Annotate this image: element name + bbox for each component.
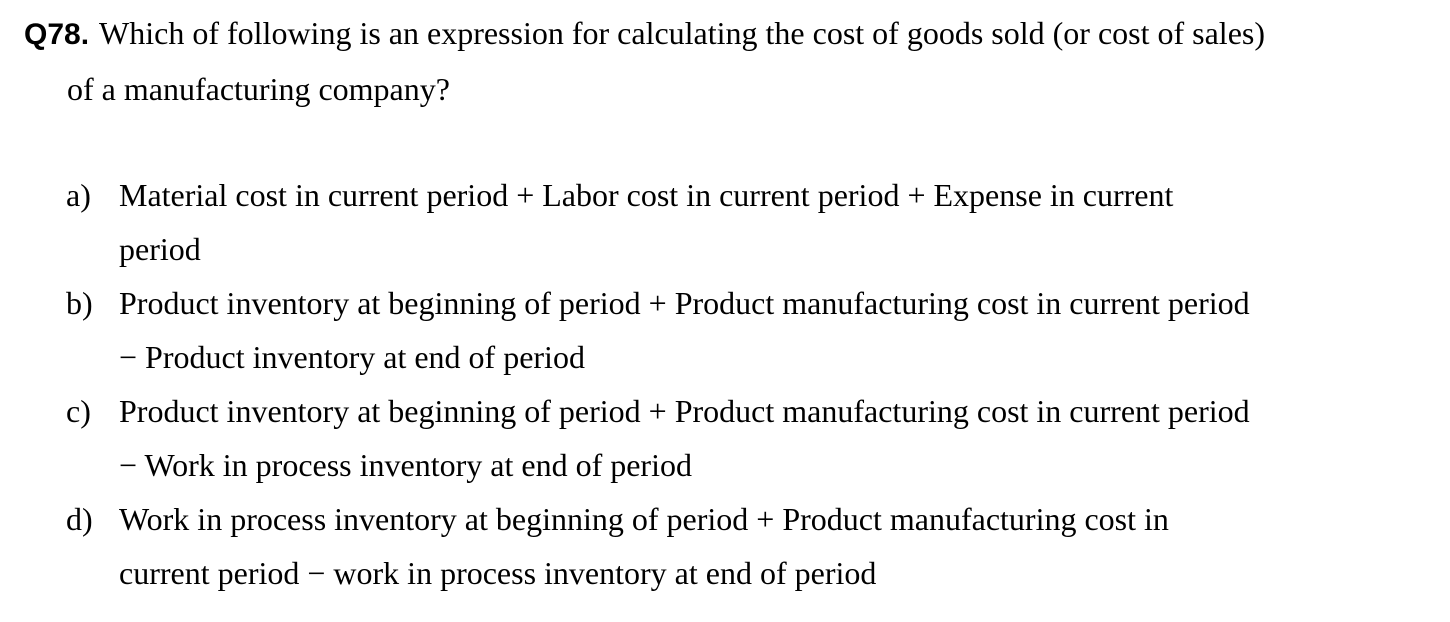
question-number: Q78. xyxy=(24,18,90,51)
option-text-line-1: Work in process inventory at beginning o… xyxy=(119,501,1169,537)
option-text-line-1: Product inventory at beginning of period… xyxy=(119,285,1250,321)
option-letter: b) xyxy=(66,285,93,321)
question-text-line-2: of a manufacturing company? xyxy=(67,71,450,107)
option-letter: c) xyxy=(66,393,91,429)
option-text-line-2: − Work in process inventory at end of pe… xyxy=(119,447,692,483)
option-letter: a) xyxy=(66,177,91,213)
option-c: c) Product inventory at beginning of per… xyxy=(0,384,1409,492)
option-text-line-1: Product inventory at beginning of period… xyxy=(119,393,1250,429)
answer-options: a) Material cost in current period + Lab… xyxy=(0,168,1450,600)
question-text-line-1: Which of following is an expression for … xyxy=(99,15,1265,51)
option-d: d) Work in process inventory at beginnin… xyxy=(0,492,1409,600)
option-letter: d) xyxy=(66,501,93,537)
question-line-1: Q78. Which of following is an expression … xyxy=(24,15,1265,51)
option-a: a) Material cost in current period + Lab… xyxy=(0,168,1409,276)
question-block: Q78. Which of following is an expression … xyxy=(24,6,1434,116)
option-text-line-2: − Product inventory at end of period xyxy=(119,339,585,375)
option-text-line-2: period xyxy=(119,231,201,267)
option-text-line-1: Material cost in current period + Labor … xyxy=(119,177,1174,213)
option-b: b) Product inventory at beginning of per… xyxy=(0,276,1409,384)
option-text-line-2: current period − work in process invento… xyxy=(119,555,877,591)
